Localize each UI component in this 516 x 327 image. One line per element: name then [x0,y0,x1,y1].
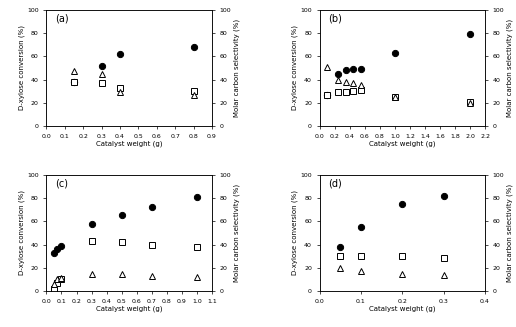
Y-axis label: Molar carbon selectivity (%): Molar carbon selectivity (%) [506,19,513,117]
X-axis label: Catalyst weight (g): Catalyst weight (g) [369,141,436,147]
Y-axis label: Molar carbon selectivity (%): Molar carbon selectivity (%) [506,184,513,282]
X-axis label: Catalyst weight (g): Catalyst weight (g) [369,306,436,312]
Y-axis label: D-xylose conversion (%): D-xylose conversion (%) [292,26,298,111]
Y-axis label: D-xylose conversion (%): D-xylose conversion (%) [19,190,25,275]
Text: (a): (a) [55,13,68,23]
Text: (b): (b) [328,13,342,23]
Y-axis label: Molar carbon selectivity (%): Molar carbon selectivity (%) [233,184,240,282]
Text: (c): (c) [55,178,68,188]
Text: (d): (d) [328,178,342,188]
Y-axis label: Molar carbon selectivity (%): Molar carbon selectivity (%) [233,19,240,117]
X-axis label: Catalyst weight (g): Catalyst weight (g) [96,306,163,312]
Y-axis label: D-xylose conversion (%): D-xylose conversion (%) [19,26,25,111]
Y-axis label: D-xylose conversion (%): D-xylose conversion (%) [292,190,298,275]
X-axis label: Catalyst weight (g): Catalyst weight (g) [96,141,163,147]
